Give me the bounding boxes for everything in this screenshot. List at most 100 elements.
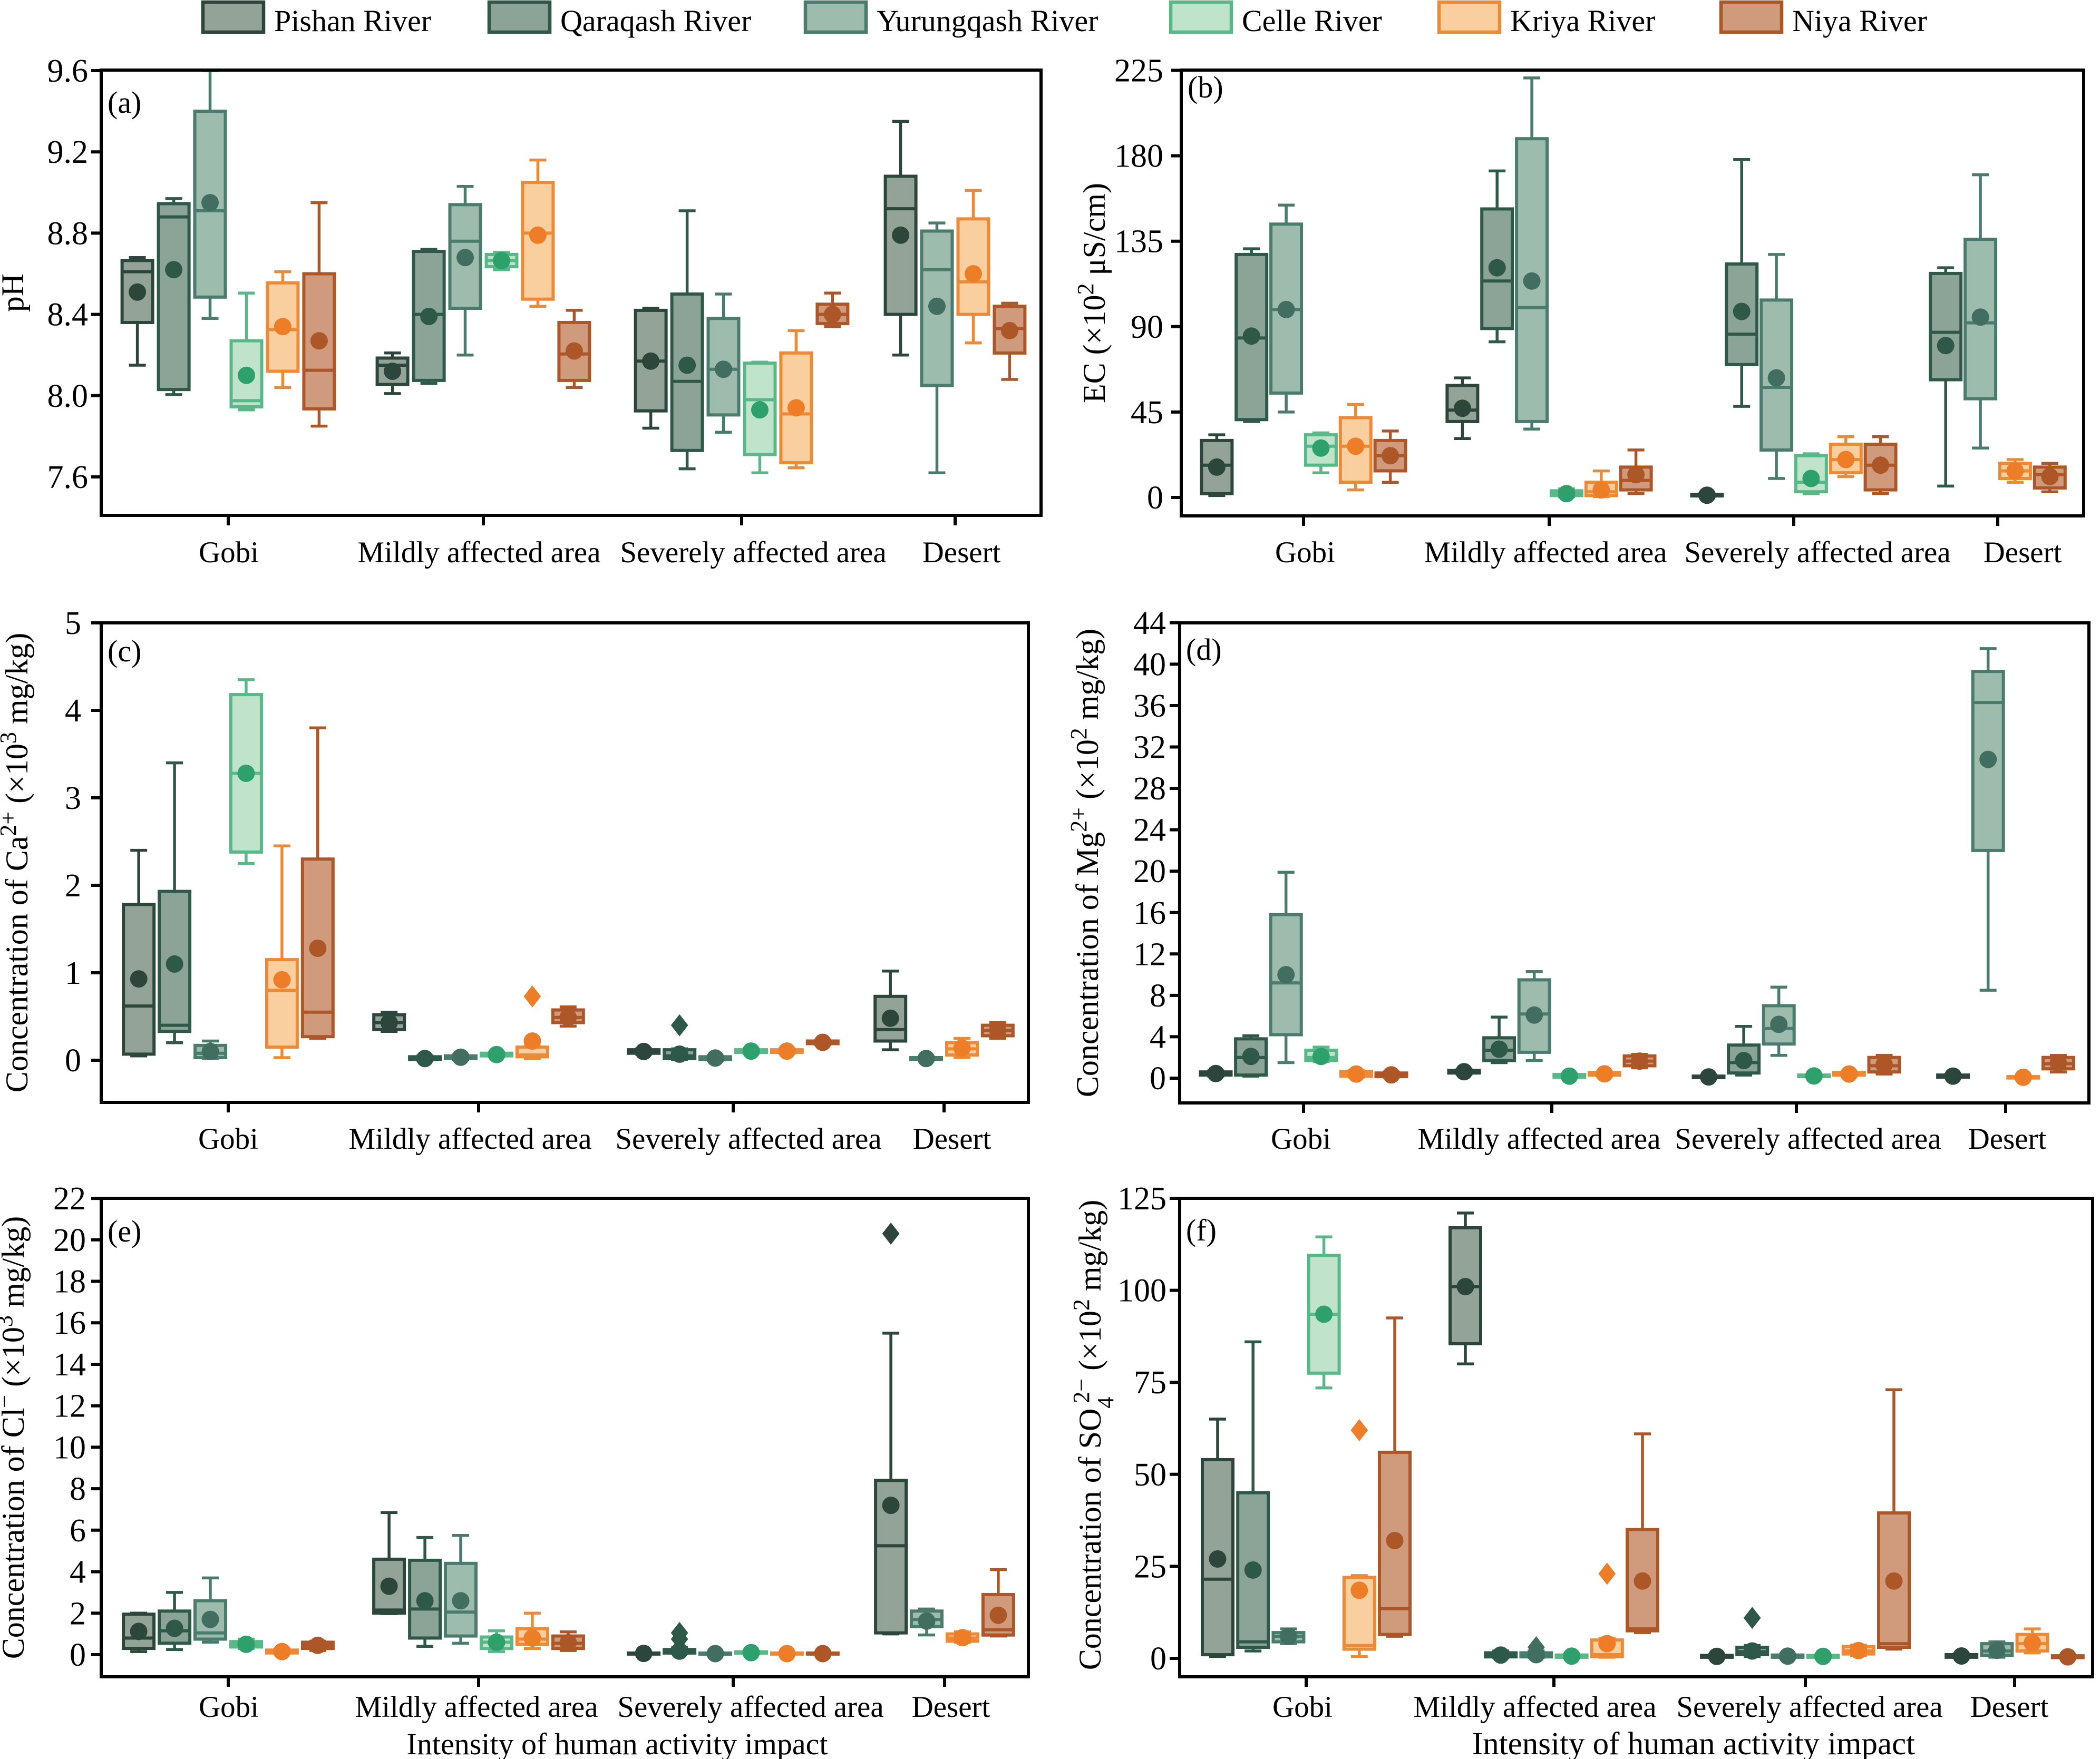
svg-text:Desert: Desert xyxy=(1970,1690,2049,1724)
svg-text:2: 2 xyxy=(1066,728,1092,739)
svg-text:22: 22 xyxy=(53,1181,86,1217)
svg-text:Qaraqash River: Qaraqash River xyxy=(560,4,751,38)
svg-text:180: 180 xyxy=(1114,139,1163,174)
svg-text:μS/cm): μS/cm) xyxy=(1077,183,1112,284)
svg-text:3: 3 xyxy=(0,1315,17,1327)
svg-text:(b): (b) xyxy=(1188,70,1223,104)
svg-text:mg/kg): mg/kg) xyxy=(0,1216,31,1315)
svg-text:75: 75 xyxy=(1134,1365,1166,1401)
svg-text:8.8: 8.8 xyxy=(47,216,89,251)
svg-text:16: 16 xyxy=(1133,895,1166,931)
svg-text:25: 25 xyxy=(1134,1549,1166,1585)
svg-text:Mildly affected area: Mildly affected area xyxy=(1424,536,1667,569)
svg-text:(×10: (×10 xyxy=(0,1327,31,1395)
svg-text:Mildly affected area: Mildly affected area xyxy=(355,1690,598,1724)
svg-text:45: 45 xyxy=(1131,395,1163,431)
svg-text:(c): (c) xyxy=(108,634,141,668)
svg-text:Concentration of Cl: Concentration of Cl xyxy=(0,1408,31,1659)
svg-text:Gobi: Gobi xyxy=(1271,1122,1331,1156)
svg-text:−: − xyxy=(0,1395,17,1408)
svg-text:Pishan River: Pishan River xyxy=(274,4,431,38)
svg-text:Intensity of human activity im: Intensity of human activity impact xyxy=(1472,1726,1915,1759)
svg-text:0: 0 xyxy=(1150,1641,1166,1677)
svg-text:(×10: (×10 xyxy=(1070,739,1105,807)
svg-text:100: 100 xyxy=(1117,1273,1166,1309)
svg-text:4: 4 xyxy=(70,1555,86,1590)
svg-text:0: 0 xyxy=(1150,1061,1166,1097)
svg-text:Desert: Desert xyxy=(912,1690,990,1724)
svg-text:40: 40 xyxy=(1133,647,1166,682)
svg-text:28: 28 xyxy=(1133,771,1166,807)
svg-text:4: 4 xyxy=(1093,1397,1119,1409)
svg-text:(×10: (×10 xyxy=(0,744,34,812)
svg-text:24: 24 xyxy=(1133,813,1166,848)
svg-text:Mildly affected area: Mildly affected area xyxy=(348,1122,591,1156)
svg-text:EC (×10: EC (×10 xyxy=(1077,295,1112,404)
svg-text:12: 12 xyxy=(1133,936,1166,972)
svg-text:6: 6 xyxy=(70,1513,86,1549)
svg-text:32: 32 xyxy=(1133,730,1166,766)
svg-text:Intensity of human activity im: Intensity of human activity impact xyxy=(407,1727,828,1759)
svg-text:5: 5 xyxy=(65,605,81,641)
svg-text:Mildly affected area: Mildly affected area xyxy=(1417,1122,1660,1156)
svg-text:Gobi: Gobi xyxy=(199,1690,259,1724)
svg-text:125: 125 xyxy=(1117,1181,1166,1217)
svg-text:Gobi: Gobi xyxy=(199,536,259,569)
svg-text:Severely affected area: Severely affected area xyxy=(1675,1122,1941,1156)
svg-text:Severely affected area: Severely affected area xyxy=(1684,536,1950,569)
svg-text:mg/kg): mg/kg) xyxy=(1070,629,1105,728)
svg-text:Severely affected area: Severely affected area xyxy=(1676,1690,1942,1724)
svg-text:Celle River: Celle River xyxy=(1242,4,1382,38)
svg-text:0: 0 xyxy=(70,1637,86,1673)
svg-text:4: 4 xyxy=(65,693,81,729)
svg-text:90: 90 xyxy=(1131,309,1163,345)
svg-text:2+: 2+ xyxy=(0,812,21,836)
svg-text:Desert: Desert xyxy=(1984,536,2062,569)
svg-text:Mildly affected area: Mildly affected area xyxy=(1413,1690,1656,1724)
svg-text:8: 8 xyxy=(70,1471,86,1507)
svg-text:0: 0 xyxy=(65,1043,81,1079)
svg-text:2: 2 xyxy=(1068,1299,1094,1311)
svg-text:Desert: Desert xyxy=(1968,1122,2047,1156)
svg-text:14: 14 xyxy=(53,1347,86,1383)
svg-text:36: 36 xyxy=(1133,688,1166,724)
svg-text:135: 135 xyxy=(1114,224,1163,260)
svg-text:Yurungqash River: Yurungqash River xyxy=(877,4,1098,38)
svg-text:12: 12 xyxy=(53,1389,86,1424)
svg-text:3: 3 xyxy=(0,732,21,744)
svg-text:2: 2 xyxy=(1073,284,1098,295)
svg-text:2: 2 xyxy=(65,868,81,904)
svg-text:Concentration of Ca: Concentration of Ca xyxy=(0,836,34,1093)
svg-text:2: 2 xyxy=(70,1596,86,1631)
svg-text:Mildly affected area: Mildly affected area xyxy=(357,536,600,569)
svg-text:Gobi: Gobi xyxy=(1275,536,1335,569)
svg-text:Concentration of Mg: Concentration of Mg xyxy=(1070,832,1105,1097)
svg-text:0: 0 xyxy=(1147,480,1163,516)
svg-text:Gobi: Gobi xyxy=(1272,1690,1333,1724)
svg-text:pH: pH xyxy=(0,273,30,312)
svg-text:(×10: (×10 xyxy=(1073,1311,1107,1379)
svg-text:Severely affected area: Severely affected area xyxy=(615,1122,881,1156)
svg-text:9.6: 9.6 xyxy=(47,53,89,89)
svg-text:Desert: Desert xyxy=(913,1122,991,1156)
svg-text:Desert: Desert xyxy=(922,536,1001,569)
svg-text:(e): (e) xyxy=(108,1214,141,1248)
svg-text:(f): (f) xyxy=(1186,1213,1217,1247)
svg-text:Gobi: Gobi xyxy=(198,1122,258,1156)
svg-text:16: 16 xyxy=(53,1305,86,1341)
svg-text:20: 20 xyxy=(1133,854,1166,890)
svg-text:(a): (a) xyxy=(108,85,141,120)
svg-text:Concentration of SO: Concentration of SO xyxy=(1073,1409,1107,1670)
svg-text:4: 4 xyxy=(1150,1019,1166,1055)
svg-text:44: 44 xyxy=(1133,605,1166,641)
svg-text:2−: 2− xyxy=(1068,1379,1094,1403)
svg-text:8.4: 8.4 xyxy=(47,297,89,333)
svg-text:2+: 2+ xyxy=(1066,807,1092,832)
svg-text:3: 3 xyxy=(65,780,81,816)
svg-text:Severely affected area: Severely affected area xyxy=(617,1690,883,1724)
svg-text:18: 18 xyxy=(53,1264,86,1300)
svg-text:10: 10 xyxy=(53,1430,86,1465)
svg-text:1: 1 xyxy=(65,955,81,991)
svg-text:8: 8 xyxy=(1150,978,1166,1014)
svg-text:225: 225 xyxy=(1114,53,1163,89)
